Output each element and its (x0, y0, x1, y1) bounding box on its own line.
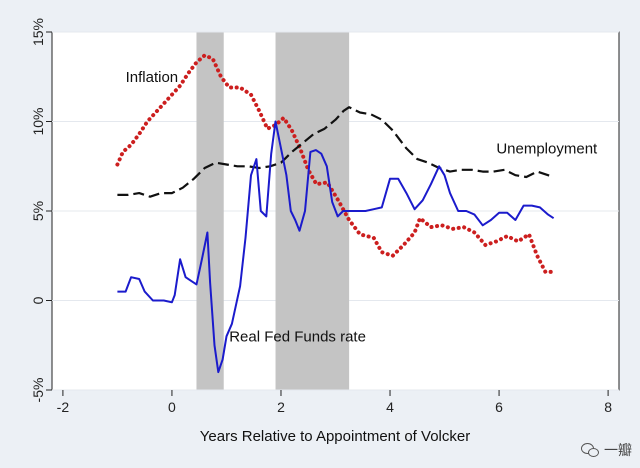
y-tick-label: 15% (30, 18, 46, 46)
series-group (115, 53, 556, 374)
series-line-real-fed-funds-rate (117, 120, 555, 374)
annotation-inflation: Inflation (126, 69, 179, 86)
x-axis: -2 0 2 4 6 8 (57, 390, 612, 415)
x-axis-title: Years Relative to Appointment of Volcker (200, 428, 470, 445)
shaded-period (275, 32, 350, 390)
x-tick-label: 4 (386, 399, 394, 415)
x-tick-label: 8 (604, 399, 612, 415)
annotations: Inflation Unemployment Real Fed Funds rate (126, 69, 598, 346)
y-tick-label: 5% (30, 201, 46, 221)
x-tick-label: 6 (495, 399, 503, 415)
series-line-inflation (115, 53, 556, 274)
series-line-unemployment (117, 106, 554, 198)
x-tick-label: 0 (168, 399, 176, 415)
y-tick-label: 0 (30, 296, 46, 304)
y-axis: -5% 0 5% 10% 15% (30, 18, 52, 402)
x-tick-label: -2 (57, 399, 70, 415)
shaded-period (196, 32, 224, 390)
y-tick-label: -5% (30, 378, 46, 403)
y-tick-label: 10% (30, 107, 46, 135)
wechat-icon (581, 443, 599, 457)
x-tick-label: 2 (277, 399, 285, 415)
annotation-real-fed-funds-rate: Real Fed Funds rate (229, 329, 366, 346)
watermark: 一瓣 (581, 440, 632, 460)
watermark-text: 一瓣 (604, 442, 632, 458)
annotation-unemployment: Unemployment (496, 141, 598, 158)
shaded-periods (196, 32, 350, 390)
